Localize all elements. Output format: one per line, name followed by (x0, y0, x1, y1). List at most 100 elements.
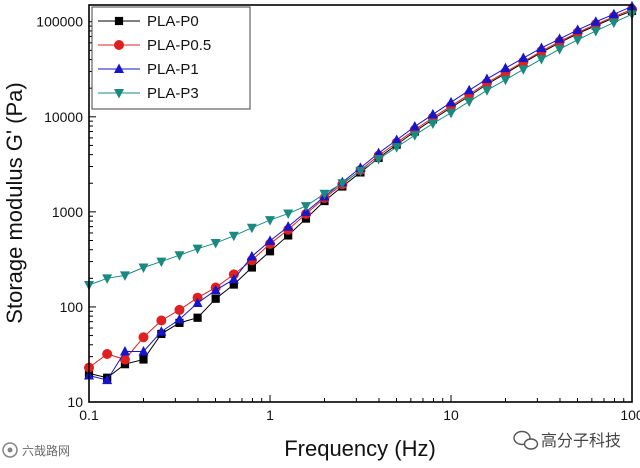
legend-label: PLA-P3 (147, 85, 199, 102)
data-point-pla-p1 (572, 24, 583, 34)
data-point-pla-p1 (192, 297, 203, 308)
x-axis-title: Frequency (Hz) (284, 436, 436, 461)
legend-item-pla-p1: PLA-P1 (98, 61, 199, 78)
data-point-pla-p0 (229, 280, 238, 289)
legend-marker (114, 63, 124, 73)
data-point-pla-p3 (409, 131, 420, 141)
y-tick-label: 1000 (52, 204, 83, 220)
x-tick-label: 10 (443, 407, 459, 423)
data-point-pla-p1 (481, 73, 492, 83)
legend-item-pla-p0-5: PLA-P0.5 (98, 37, 211, 54)
data-point-pla-p1 (138, 345, 149, 356)
legend-marker (114, 40, 124, 50)
wechat-icon (513, 430, 539, 450)
watermark-left-text: 六哉路网 (22, 443, 70, 458)
data-point-pla-p3 (355, 166, 366, 177)
y-tick-label: 100000 (36, 14, 83, 30)
data-point-pla-p1 (590, 16, 601, 26)
data-point-pla-p3 (246, 223, 257, 234)
data-point-pla-p3 (554, 45, 565, 55)
data-point-pla-p0-5 (138, 332, 149, 343)
data-point-pla-p0-5 (174, 304, 185, 315)
data-point-pla-p1 (427, 108, 438, 119)
watermark-right: 高分子科技 (513, 430, 621, 450)
data-point-pla-p1 (391, 134, 402, 145)
y-tick-label: 10000 (44, 109, 83, 125)
data-point-pla-p1 (500, 62, 511, 73)
watermark-right-text: 高分子科技 (541, 431, 621, 450)
data-point-pla-p3 (446, 108, 456, 119)
legend-label: PLA-P0 (147, 13, 199, 30)
camera-logo-icon (2, 442, 18, 458)
data-point-pla-p1 (464, 84, 475, 95)
data-point-pla-p3 (319, 189, 330, 200)
data-point-pla-p0 (265, 247, 275, 256)
plot-frame (88, 4, 633, 403)
data-point-pla-p3 (300, 202, 311, 212)
data-point-pla-p3 (210, 239, 221, 249)
data-point-pla-p0-5 (119, 354, 130, 365)
data-point-pla-p0-5 (102, 348, 113, 359)
data-point-pla-p1 (283, 221, 294, 231)
data-point-pla-p1 (608, 8, 619, 19)
data-point-pla-p3 (265, 216, 275, 226)
data-point-pla-p3 (590, 26, 601, 37)
data-point-pla-p1 (102, 374, 113, 385)
data-point-pla-p3 (283, 209, 294, 220)
legend-label: PLA-P1 (147, 61, 199, 78)
data-point-pla-p3 (138, 263, 149, 273)
data-point-pla-p1 (246, 250, 257, 261)
data-point-pla-p3 (192, 244, 203, 255)
data-point-pla-p1 (119, 345, 130, 356)
data-point-pla-p3 (391, 143, 402, 153)
data-point-pla-p1 (228, 273, 239, 284)
data-point-pla-p0-5 (156, 315, 167, 326)
watermark-left: 六哉路网 (2, 442, 70, 458)
data-point-pla-p3 (337, 179, 348, 189)
data-point-pla-p3 (228, 231, 239, 242)
legend: PLA-P0 PLA-P0.5 PLA-P1 PLA-P3 (91, 6, 251, 110)
ticks-layer: 0.1 1 10 100 10 100 1000 10000 100000 (36, 14, 640, 423)
data-point-pla-p1 (554, 33, 565, 43)
data-point-pla-p0 (139, 355, 148, 364)
data-point-pla-p1 (156, 326, 167, 336)
data-point-pla-p0 (284, 231, 293, 240)
data-point-pla-p0 (193, 313, 202, 322)
legend-item-pla-p0: PLA-P0 (98, 13, 199, 30)
legend-marker (114, 89, 124, 99)
legend-item-pla-p3: PLA-P3 (98, 85, 199, 102)
data-point-pla-p1 (446, 96, 456, 107)
data-point-pla-p1 (174, 313, 185, 324)
data-point-pla-p3 (536, 55, 547, 65)
data-point-pla-p0 (211, 294, 220, 303)
data-point-pla-p3 (174, 251, 185, 261)
data-point-pla-p3 (156, 257, 167, 268)
data-point-pla-p3 (572, 35, 583, 46)
y-tick-label: 100 (60, 299, 84, 315)
data-point-pla-p1 (210, 284, 221, 295)
legend-label: PLA-P0.5 (147, 37, 211, 54)
data-point-pla-p3 (518, 65, 529, 75)
data-point-pla-p1 (518, 52, 529, 63)
data-point-pla-p1 (409, 121, 420, 131)
legend-marker (114, 16, 124, 26)
data-point-pla-p3 (102, 274, 113, 284)
x-tick-label: 1 (266, 407, 274, 423)
data-point-pla-p3 (373, 154, 384, 165)
data-point-pla-p3 (608, 18, 619, 29)
data-point-pla-p1 (536, 42, 547, 52)
y-axis-title: Storage modulus G' (Pa) (2, 82, 27, 323)
data-point-pla-p0 (247, 263, 256, 272)
series-pla-p3 (84, 10, 637, 291)
data-point-pla-p3 (500, 75, 511, 86)
x-tick-label: 0.1 (79, 407, 99, 423)
data-point-pla-p1 (373, 147, 384, 158)
x-tick-label: 100 (620, 407, 640, 423)
data-point-pla-p3 (481, 86, 492, 96)
data-point-pla-p1 (265, 235, 275, 245)
data-point-pla-p3 (119, 271, 130, 281)
y-tick-label: 10 (67, 394, 83, 410)
data-point-pla-p3 (464, 97, 475, 107)
data-point-pla-p3 (427, 119, 438, 130)
